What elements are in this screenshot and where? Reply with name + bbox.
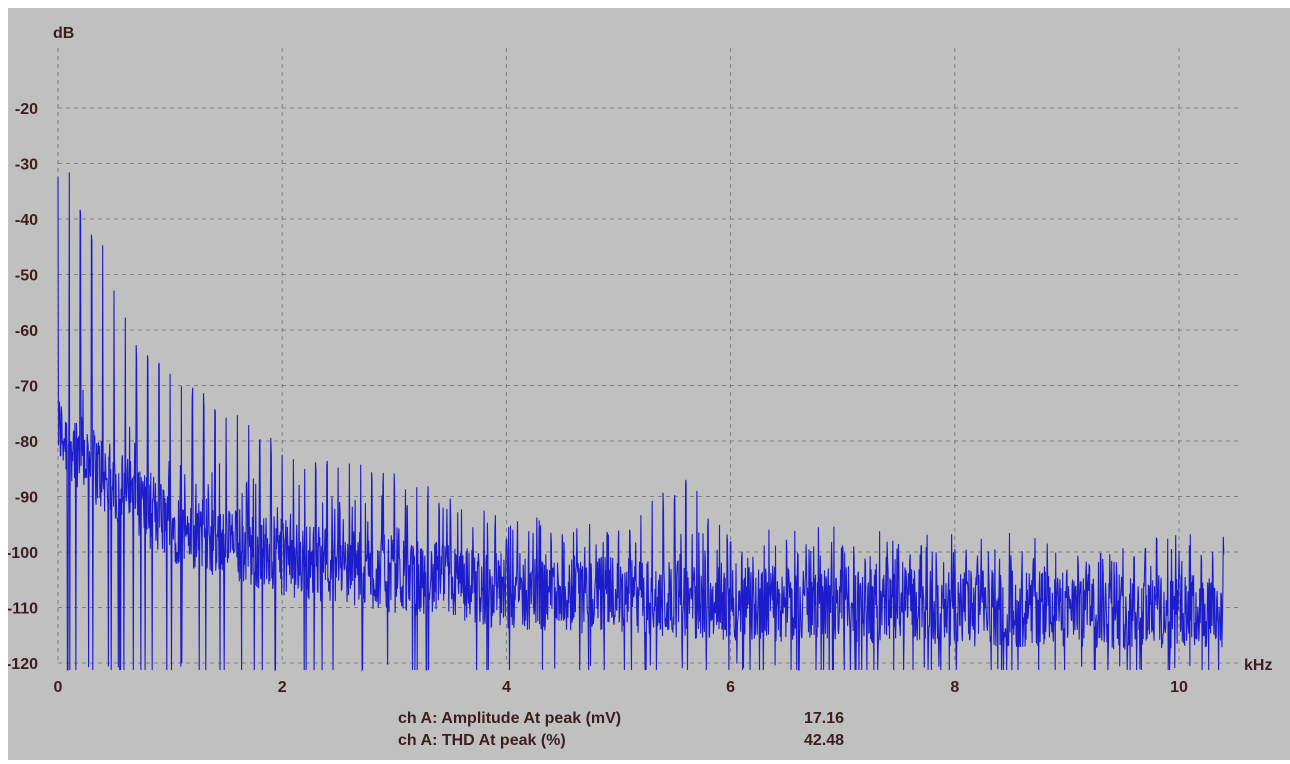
spectrum-plot: -20 -30 -40 -50 -60 -70 -80 -90 -100 -110 -120 0 2 4… xyxy=(8,25,1272,696)
amplitude-readout-value: 17.16 xyxy=(804,710,845,727)
y-tick-label: -70 xyxy=(15,379,38,396)
thd-readout-value: 42.48 xyxy=(804,732,845,749)
y-unit-label: dB xyxy=(53,25,74,42)
spectrum-trace xyxy=(57,172,1225,673)
y-tick-label: -90 xyxy=(15,490,38,507)
y-tick-label: -60 xyxy=(15,323,38,340)
x-tick-labels: 0 2 4 6 8 10 xyxy=(54,679,1188,696)
x-tick-label: 4 xyxy=(502,679,511,696)
y-tick-label: -50 xyxy=(15,268,38,285)
amplitude-readout-label: ch A: Amplitude At peak (mV) xyxy=(398,710,622,727)
y-tick-label: -120 xyxy=(8,656,38,673)
y-tick-label: -20 xyxy=(15,101,38,118)
x-tick-label: 8 xyxy=(950,679,959,696)
x-tick-label: 0 xyxy=(54,679,63,696)
x-unit-label: kHz xyxy=(1244,657,1272,674)
x-tick-label: 6 xyxy=(726,679,735,696)
x-tick-label: 2 xyxy=(278,679,287,696)
y-tick-label: -80 xyxy=(15,434,38,451)
y-tick-label: -100 xyxy=(8,545,38,562)
y-tick-label: -30 xyxy=(15,157,38,174)
plot-panel: -20 -30 -40 -50 -60 -70 -80 -90 -100 -110 -120 0 2 4… xyxy=(8,8,1290,760)
y-tick-labels: -20 -30 -40 -50 -60 -70 -80 -90 -100 -110 -120 xyxy=(8,101,38,673)
y-tick-label: -40 xyxy=(15,212,38,229)
spectrum-series-line xyxy=(57,172,1225,673)
x-tick-label: 10 xyxy=(1170,679,1188,696)
y-tick-label: -110 xyxy=(8,601,38,618)
thd-readout-label: ch A: THD At peak (%) xyxy=(398,732,566,749)
